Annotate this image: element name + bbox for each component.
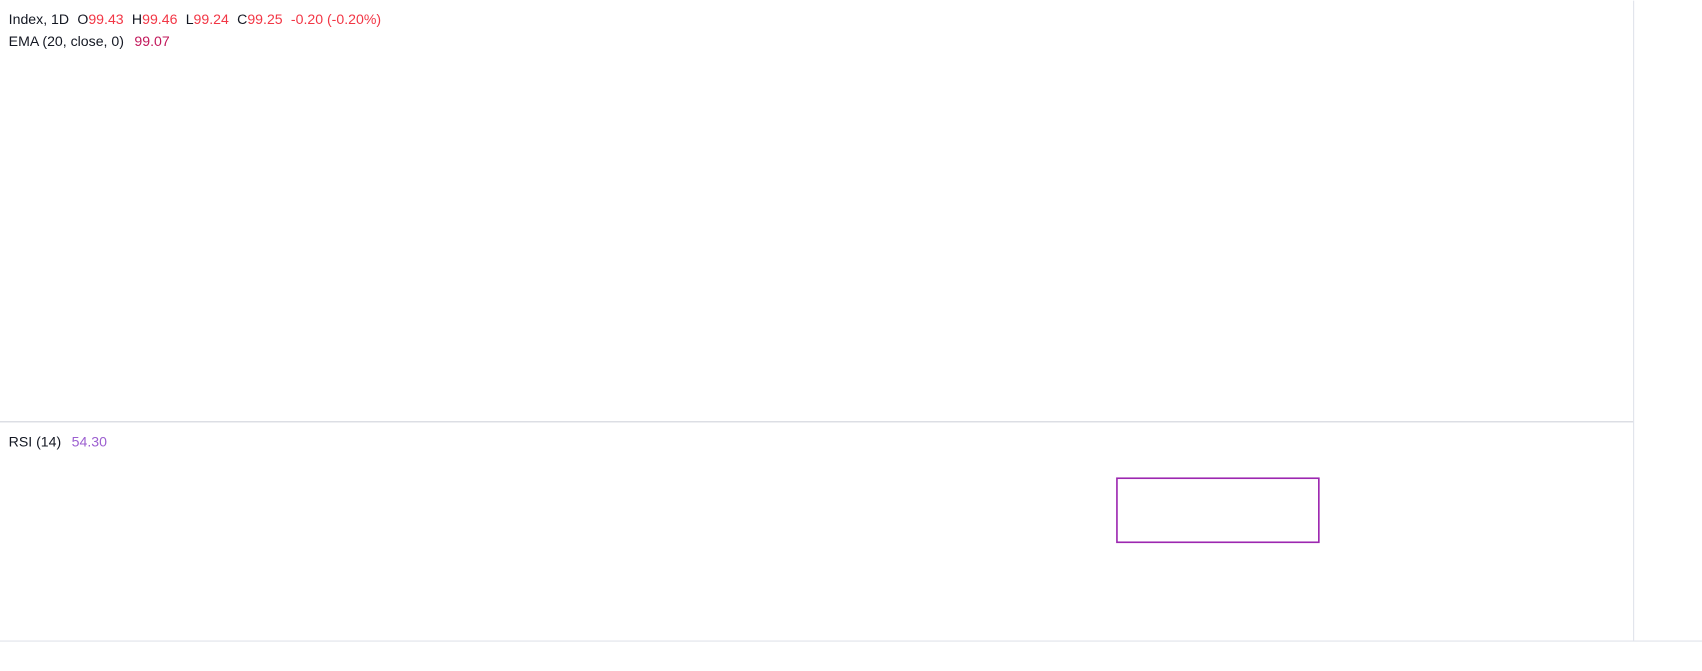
rsi-name: RSI (14) [9, 433, 62, 449]
ohlc-legend: Index, 1D O99.43 H99.46 L99.24 C99.25 -0… [9, 11, 381, 27]
rsi-legend: RSI (14) 54.30 [9, 433, 107, 449]
high-letter: H [132, 11, 142, 27]
low-letter: L [186, 11, 194, 27]
low-value: 99.24 [194, 11, 229, 27]
ema-legend: EMA (20, close, 0) 99.07 [9, 33, 170, 49]
ema-name: EMA (20, close, 0) [9, 33, 124, 49]
open-value: 99.43 [88, 11, 123, 27]
rsi-highlight-box [1116, 477, 1320, 544]
close-value: 99.25 [247, 11, 282, 27]
close-letter: C [237, 11, 247, 27]
symbol: Index, 1D [9, 11, 69, 27]
open-letter: O [77, 11, 88, 27]
change: -0.20 (-0.20%) [291, 11, 381, 27]
rsi-value: 54.30 [72, 433, 107, 449]
ema-value: 99.07 [134, 33, 169, 49]
high-value: 99.46 [142, 11, 177, 27]
